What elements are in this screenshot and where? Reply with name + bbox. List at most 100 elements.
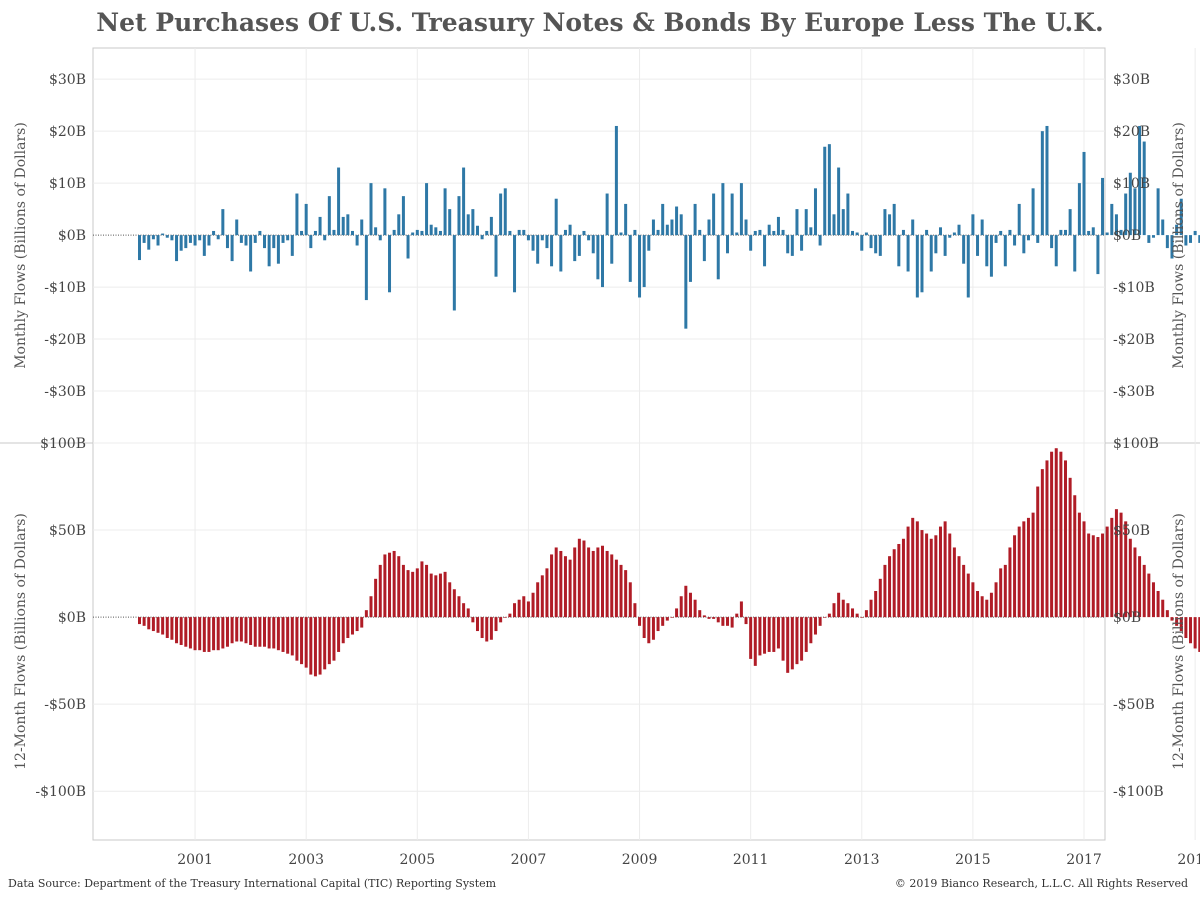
monthly-bar bbox=[281, 235, 285, 243]
monthly-bar bbox=[698, 229, 702, 236]
twelve-month-bar bbox=[499, 617, 503, 623]
monthly-bar bbox=[781, 229, 785, 236]
twelve-month-bar bbox=[957, 556, 961, 618]
twelve-month-bar bbox=[536, 582, 540, 618]
monthly-bar bbox=[443, 188, 447, 236]
twelve-month-bar bbox=[614, 559, 618, 618]
monthly-bar bbox=[966, 235, 970, 298]
monthly-bar bbox=[475, 225, 479, 236]
twelve-month-bar bbox=[147, 617, 151, 630]
monthly-y-tick-right: $10B bbox=[1113, 176, 1150, 192]
twelve-month-bar bbox=[624, 570, 628, 618]
twelve-month-bar bbox=[276, 617, 280, 651]
twelve-month-bar bbox=[513, 603, 517, 618]
monthly-bar bbox=[1064, 229, 1067, 236]
twelve-month-bar bbox=[355, 617, 359, 632]
monthly-bar bbox=[212, 230, 216, 236]
monthly-bar bbox=[300, 230, 304, 236]
x-tick-label: 2013 bbox=[844, 852, 880, 868]
twelve-month-bar bbox=[225, 617, 229, 647]
monthly-bar bbox=[151, 235, 155, 240]
monthly-bar bbox=[892, 203, 896, 236]
monthly-bar bbox=[952, 232, 956, 236]
monthly-bar bbox=[846, 193, 850, 236]
monthly-bar bbox=[378, 235, 382, 241]
monthly-bar bbox=[429, 224, 433, 236]
twelve-month-bar bbox=[388, 552, 392, 618]
chart-title: Net Purchases Of U.S. Treasury Notes & B… bbox=[96, 8, 1104, 37]
twelve-month-bar bbox=[522, 596, 526, 618]
monthly-bar bbox=[661, 203, 665, 236]
twelve-month-bar bbox=[1184, 617, 1188, 639]
twelve-month-y-tick-right: $50B bbox=[1113, 523, 1150, 539]
twelve-month-bar bbox=[1040, 469, 1044, 618]
twelve-month-bar bbox=[531, 592, 535, 618]
twelve-month-bar bbox=[443, 571, 447, 618]
monthly-bar bbox=[744, 219, 748, 236]
monthly-bar bbox=[702, 235, 706, 262]
monthly-bar bbox=[350, 230, 354, 236]
monthly-y-tick-left: -$30B bbox=[44, 384, 86, 400]
monthly-bar bbox=[263, 235, 267, 249]
monthly-bar bbox=[716, 235, 720, 280]
twelve-month-bar bbox=[911, 517, 915, 618]
twelve-month-bar bbox=[448, 582, 452, 618]
monthly-bar bbox=[295, 193, 299, 236]
twelve-month-bar bbox=[1165, 610, 1169, 618]
monthly-bar bbox=[628, 235, 632, 282]
twelve-month-bar bbox=[1003, 564, 1007, 618]
monthly-bar bbox=[318, 216, 322, 236]
monthly-bar bbox=[244, 235, 248, 246]
monthly-bar bbox=[693, 203, 697, 236]
monthly-bar bbox=[976, 235, 980, 256]
twelve-month-bar bbox=[1119, 512, 1123, 618]
twelve-month-bar bbox=[795, 617, 799, 665]
twelve-month-bar bbox=[749, 617, 753, 659]
monthly-bar bbox=[513, 235, 517, 293]
twelve-month-bar bbox=[1008, 547, 1012, 618]
monthly-bar bbox=[198, 235, 202, 241]
twelve-month-bar bbox=[716, 617, 720, 623]
monthly-bar bbox=[536, 235, 540, 264]
monthly-bar bbox=[165, 235, 169, 238]
twelve-month-bar bbox=[1133, 547, 1137, 618]
monthly-bar bbox=[929, 235, 933, 272]
twelve-month-bar bbox=[290, 617, 294, 656]
twelve-month-bar bbox=[1031, 512, 1035, 618]
plot-border bbox=[92, 47, 1106, 841]
monthly-bar bbox=[462, 167, 466, 236]
twelve-month-bar bbox=[175, 617, 179, 644]
monthly-bar bbox=[818, 235, 822, 246]
monthly-bar bbox=[1138, 125, 1142, 236]
twelve-month-y-tick-left: $0B bbox=[58, 610, 86, 626]
grid-lines bbox=[93, 48, 1196, 840]
twelve-month-bar bbox=[855, 613, 859, 618]
monthly-bar bbox=[1170, 235, 1174, 259]
monthly-bar bbox=[855, 232, 859, 236]
twelve-month-bar bbox=[438, 573, 442, 618]
twelve-month-bar bbox=[138, 617, 141, 625]
monthly-bar bbox=[563, 229, 567, 236]
twelve-month-bar bbox=[193, 617, 197, 651]
twelve-month-bar bbox=[1082, 521, 1086, 618]
monthly-y-axis-title-right: Monthly Flows (Billions of Dollars) bbox=[1171, 122, 1187, 369]
twelve-month-bar bbox=[670, 617, 674, 618]
monthly-bar bbox=[573, 235, 577, 262]
twelve-month-bar bbox=[1147, 573, 1151, 618]
twelve-month-bar bbox=[638, 617, 642, 626]
twelve-month-bar bbox=[475, 617, 479, 632]
monthly-bar bbox=[670, 219, 674, 236]
twelve-month-bar bbox=[272, 617, 276, 649]
monthly-bar bbox=[633, 229, 637, 236]
monthly-bar bbox=[605, 193, 609, 236]
twelve-month-bar bbox=[628, 582, 632, 618]
monthly-bar bbox=[207, 235, 211, 246]
twelve-month-bar bbox=[897, 543, 901, 618]
twelve-month-bar bbox=[763, 617, 767, 654]
twelve-month-bar bbox=[1189, 617, 1193, 644]
monthly-bar bbox=[494, 235, 498, 277]
monthly-bar bbox=[883, 209, 887, 236]
twelve-month-bar bbox=[568, 559, 572, 618]
twelve-month-bar bbox=[550, 554, 554, 618]
